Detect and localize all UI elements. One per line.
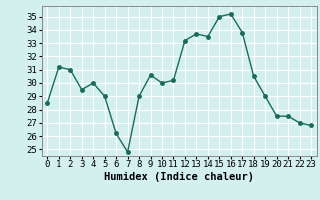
X-axis label: Humidex (Indice chaleur): Humidex (Indice chaleur) <box>104 172 254 182</box>
